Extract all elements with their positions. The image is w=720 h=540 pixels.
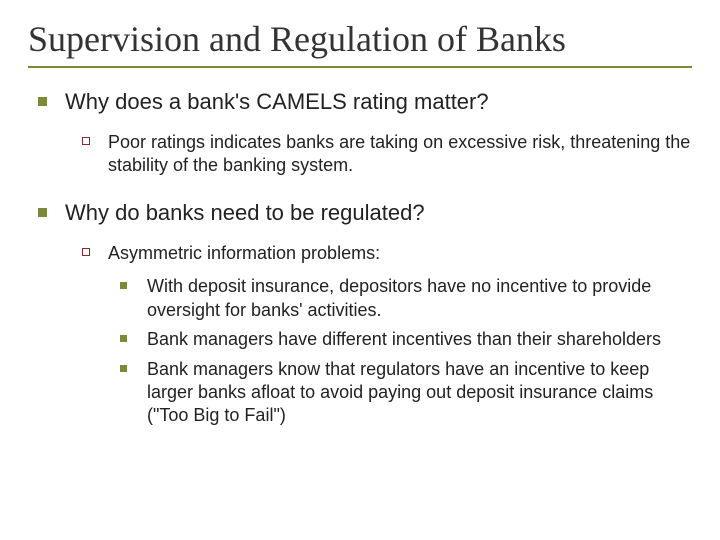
- list-row: Poor ratings indicates banks are taking …: [82, 131, 692, 178]
- square-bullet-icon: [38, 208, 47, 217]
- square-bullet-icon: [120, 365, 127, 372]
- list-item-text: Asymmetric information problems:: [108, 242, 380, 265]
- bullet-list-level2: Poor ratings indicates banks are taking …: [82, 131, 692, 178]
- list-row: Asymmetric information problems:: [82, 242, 692, 265]
- list-row: With deposit insurance, depositors have …: [120, 275, 692, 322]
- list-item: Poor ratings indicates banks are taking …: [82, 131, 692, 178]
- list-row: Why does a bank's CAMELS rating matter?: [38, 88, 692, 117]
- bullet-list-level1: Why does a bank's CAMELS rating matter? …: [38, 88, 692, 428]
- list-item-text: Bank managers know that regulators have …: [147, 358, 692, 428]
- list-row: Why do banks need to be regulated?: [38, 199, 692, 228]
- list-item-text: With deposit insurance, depositors have …: [147, 275, 692, 322]
- bullet-list-level3: With deposit insurance, depositors have …: [120, 275, 692, 427]
- square-bullet-icon: [120, 282, 127, 289]
- list-item-text: Poor ratings indicates banks are taking …: [108, 131, 692, 178]
- list-item: Why does a bank's CAMELS rating matter? …: [38, 88, 692, 177]
- title-underline: [28, 66, 692, 68]
- square-bullet-icon: [38, 97, 47, 106]
- list-item: Bank managers know that regulators have …: [120, 358, 692, 428]
- bullet-list-level2: Asymmetric information problems: With de…: [82, 242, 692, 428]
- list-row: Bank managers have different incentives …: [120, 328, 692, 351]
- list-item-text: Why do banks need to be regulated?: [65, 199, 425, 228]
- list-item-text: Bank managers have different incentives …: [147, 328, 661, 351]
- square-outline-bullet-icon: [82, 137, 90, 145]
- square-outline-bullet-icon: [82, 248, 90, 256]
- list-item: Bank managers have different incentives …: [120, 328, 692, 351]
- square-bullet-icon: [120, 335, 127, 342]
- slide: Supervision and Regulation of Banks Why …: [0, 0, 720, 540]
- list-item-text: Why does a bank's CAMELS rating matter?: [65, 88, 489, 117]
- slide-title: Supervision and Regulation of Banks: [28, 18, 692, 60]
- list-item: Why do banks need to be regulated? Asymm…: [38, 199, 692, 427]
- list-item: Asymmetric information problems: With de…: [82, 242, 692, 428]
- list-item: With deposit insurance, depositors have …: [120, 275, 692, 322]
- list-row: Bank managers know that regulators have …: [120, 358, 692, 428]
